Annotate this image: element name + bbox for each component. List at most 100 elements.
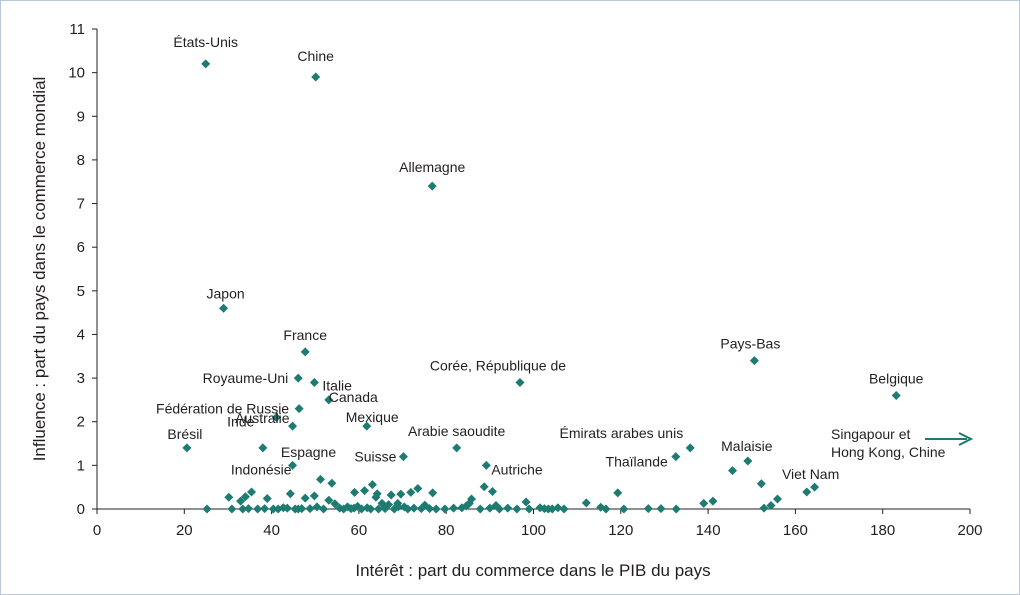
- data-point: [309, 491, 319, 501]
- x-tick-label: 200: [957, 522, 982, 539]
- data-point: [728, 466, 738, 476]
- point-label: France: [283, 327, 327, 343]
- data-point: [413, 483, 423, 493]
- point-label: Thaïlande: [606, 454, 668, 470]
- y-tick-label: 0: [77, 501, 85, 518]
- data-point: [182, 443, 192, 453]
- x-tick-label: 0: [93, 522, 101, 539]
- y-tick-label: 4: [77, 326, 85, 343]
- data-point: [802, 487, 812, 497]
- data-point: [201, 59, 211, 69]
- point-label: Brésil: [167, 426, 202, 442]
- data-point: [396, 489, 406, 499]
- y-tick-label: 5: [77, 283, 85, 300]
- data-point: [285, 489, 295, 499]
- data-point: [403, 504, 413, 514]
- axis-ticks: 0 20 40 60 80 100 120 140 160 180 200 0 1 2 3 4 5 6 7 8 9 10 1…: [68, 21, 982, 539]
- data-point: [773, 494, 783, 504]
- data-points: [182, 59, 901, 514]
- data-point: [240, 492, 250, 502]
- data-point: [643, 504, 653, 514]
- x-tick-label: 120: [608, 522, 633, 539]
- data-point: [305, 504, 315, 514]
- data-point: [467, 494, 477, 504]
- data-point: [311, 72, 321, 82]
- data-point: [236, 496, 246, 506]
- y-tick-label: 7: [77, 196, 85, 213]
- data-point: [524, 504, 534, 514]
- data-point: [327, 478, 337, 488]
- data-point: [613, 488, 623, 498]
- x-tick-label: 140: [696, 522, 721, 539]
- point-label: Indonésie: [231, 461, 292, 477]
- data-point: [366, 504, 376, 514]
- data-point: [271, 412, 281, 422]
- data-point: [406, 487, 416, 497]
- data-point: [428, 488, 438, 498]
- data-point: [262, 494, 272, 504]
- data-point: [372, 489, 382, 499]
- data-point: [503, 503, 513, 513]
- point-label: Belgique: [869, 371, 924, 387]
- point-label: Chine: [297, 48, 334, 64]
- data-point: [297, 504, 307, 514]
- data-point: [315, 474, 325, 484]
- data-point: [374, 504, 384, 514]
- data-point: [224, 492, 234, 502]
- data-point: [360, 486, 370, 496]
- point-label: Autriche: [491, 461, 543, 477]
- data-point: [452, 443, 462, 453]
- point-label: Arabie saoudite: [408, 423, 506, 439]
- data-point: [349, 503, 359, 513]
- data-point: [324, 395, 334, 405]
- data-point: [227, 504, 237, 514]
- point-labels: États-Unis Chine Allemagne Japon France Pays-…: [156, 34, 924, 482]
- data-point: [293, 373, 303, 383]
- point-label: Canada: [329, 389, 378, 405]
- data-point: [294, 404, 304, 414]
- data-point: [282, 503, 292, 513]
- y-tick-label: 11: [69, 21, 85, 38]
- data-point: [425, 504, 435, 514]
- data-point: [300, 347, 310, 357]
- y-axis-title: Influence : part du pays dans le commerc…: [30, 77, 49, 462]
- data-point: [521, 497, 531, 507]
- data-point: [601, 504, 611, 514]
- x-tick-label: 180: [870, 522, 895, 539]
- data-point: [427, 181, 437, 191]
- point-label: Pays-Bas: [720, 336, 780, 352]
- data-point: [559, 504, 569, 514]
- data-point: [766, 501, 776, 511]
- data-point: [309, 377, 319, 387]
- data-point: [350, 487, 360, 497]
- data-point: [393, 502, 403, 512]
- point-label: Australie: [235, 410, 290, 426]
- data-point: [319, 504, 329, 514]
- y-tick-label: 2: [77, 414, 85, 431]
- data-point: [656, 504, 666, 514]
- data-point: [253, 504, 263, 514]
- point-label: Malaisie: [721, 438, 773, 454]
- data-point: [487, 487, 497, 497]
- y-tick-label: 3: [77, 370, 85, 387]
- data-point: [219, 303, 229, 313]
- data-point: [475, 504, 485, 514]
- point-label: Mexique: [346, 409, 399, 425]
- x-axis-title: Intérêt : part du commerce dans le PIB d…: [355, 561, 710, 580]
- data-point: [300, 493, 310, 503]
- data-point: [268, 504, 278, 514]
- data-point: [619, 504, 629, 514]
- offscale-arrow-head: [958, 432, 974, 446]
- y-tick-label: 9: [77, 108, 85, 125]
- point-label: Japon: [207, 285, 245, 301]
- data-point: [288, 460, 298, 470]
- point-label: États-Unis: [173, 34, 238, 50]
- point-label: Allemagne: [399, 159, 465, 175]
- data-point: [891, 391, 901, 401]
- data-point: [243, 504, 253, 514]
- data-point: [743, 456, 753, 466]
- data-point: [708, 496, 718, 506]
- data-point: [671, 504, 681, 514]
- y-tick-label: 6: [77, 239, 85, 256]
- data-point: [756, 479, 766, 489]
